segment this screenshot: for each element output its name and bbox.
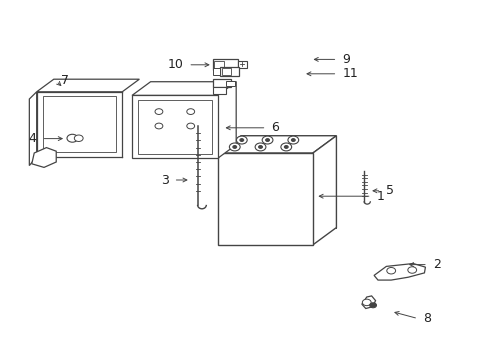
Circle shape (258, 145, 262, 148)
Bar (42, 96, 116, 152)
Text: 4: 4 (29, 132, 37, 145)
Polygon shape (373, 264, 425, 280)
Circle shape (74, 135, 83, 141)
Polygon shape (312, 136, 336, 245)
Bar (132, 95, 217, 158)
Circle shape (186, 123, 194, 129)
Circle shape (155, 109, 163, 114)
Bar (220, 67, 238, 76)
Circle shape (262, 136, 272, 144)
Text: 5: 5 (386, 184, 393, 197)
Text: 8: 8 (422, 312, 430, 325)
Bar (212, 87, 226, 94)
Text: 1: 1 (376, 190, 384, 203)
Circle shape (229, 143, 240, 151)
Circle shape (67, 134, 78, 142)
Circle shape (284, 145, 287, 148)
Text: 3: 3 (161, 174, 168, 186)
Bar (217, 153, 312, 245)
Circle shape (186, 109, 194, 114)
Circle shape (291, 139, 295, 141)
Text: 9: 9 (342, 53, 349, 66)
Circle shape (255, 143, 265, 151)
Text: 7: 7 (61, 75, 69, 87)
Circle shape (155, 123, 163, 129)
Polygon shape (32, 148, 56, 167)
Circle shape (265, 139, 269, 141)
Polygon shape (29, 92, 37, 166)
Text: 10: 10 (167, 58, 183, 71)
Polygon shape (217, 136, 336, 153)
Circle shape (236, 136, 247, 144)
Polygon shape (217, 82, 236, 158)
Bar (222, 68, 231, 75)
Circle shape (362, 299, 370, 306)
Circle shape (287, 136, 298, 144)
Circle shape (240, 139, 243, 141)
Polygon shape (37, 79, 139, 92)
Text: 6: 6 (271, 121, 279, 134)
Bar (226, 81, 235, 86)
Text: 2: 2 (432, 258, 440, 271)
Polygon shape (361, 296, 375, 309)
Circle shape (407, 267, 416, 273)
Bar (238, 61, 246, 68)
Circle shape (232, 145, 236, 148)
Bar (212, 59, 238, 70)
Bar (212, 79, 231, 87)
Circle shape (369, 303, 376, 308)
Bar (214, 61, 224, 69)
Polygon shape (132, 82, 236, 95)
Text: 11: 11 (342, 67, 357, 80)
Bar (138, 100, 211, 154)
Bar (212, 68, 220, 75)
Circle shape (386, 267, 395, 274)
Circle shape (280, 143, 291, 151)
